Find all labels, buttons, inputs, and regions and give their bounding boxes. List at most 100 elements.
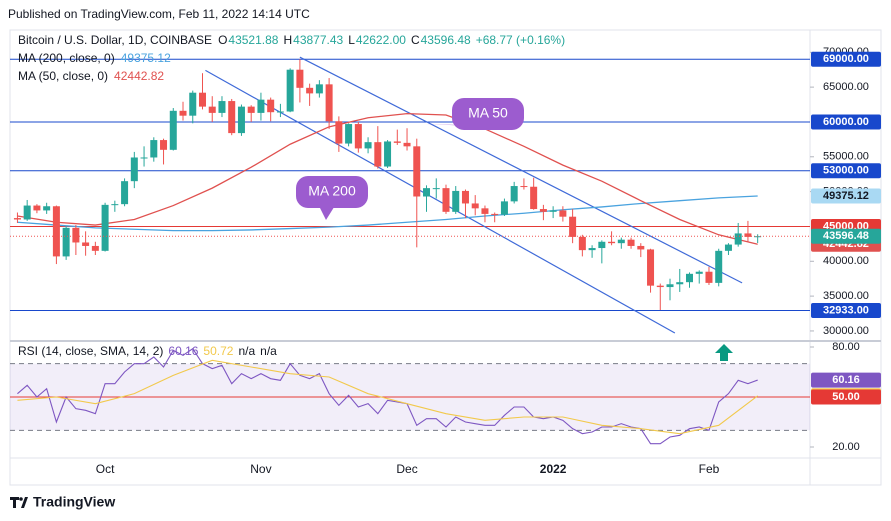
- candle-body: [666, 284, 674, 288]
- level-tag: 53000.00: [823, 165, 869, 177]
- y-tick-label: 35000.00: [823, 290, 869, 302]
- y-tick-label: 40000.00: [823, 255, 869, 267]
- x-tick-label: Oct: [96, 462, 115, 476]
- annotation-bubble: [452, 98, 524, 130]
- level-tag-bg: [811, 303, 881, 319]
- candle-body: [91, 245, 99, 251]
- candle-body: [33, 205, 41, 211]
- x-tick-label: Feb: [699, 462, 720, 476]
- moving-average: [17, 112, 758, 245]
- candle-body: [218, 101, 226, 113]
- candle-body: [257, 99, 265, 113]
- chart-frame: [9, 29, 882, 486]
- ohlc-value: 43596.48: [421, 33, 471, 47]
- rsi-tag-bg: [811, 372, 881, 388]
- ohlc-key: H: [283, 33, 292, 47]
- candle-body: [734, 233, 742, 245]
- candle-body: [160, 140, 168, 150]
- chart-title: Bitcoin / U.S. Dollar, 1D, COINBASE: [18, 33, 212, 47]
- trendline: [205, 69, 676, 334]
- rsi-note: n/a: [260, 344, 277, 358]
- candle-body: [647, 249, 655, 286]
- ohlc-key: C: [411, 33, 420, 47]
- candle-body: [276, 111, 284, 113]
- x-tick-label: Dec: [396, 462, 417, 476]
- candle-body: [121, 181, 129, 205]
- candle-body: [715, 250, 723, 283]
- candle-body: [637, 245, 645, 250]
- candle-body: [140, 157, 148, 159]
- candle-body: [335, 121, 343, 144]
- ohlc-key: O: [218, 33, 227, 47]
- candle-body: [247, 106, 255, 113]
- candle-body: [325, 84, 333, 122]
- ohlc-value: 42622.00: [356, 33, 406, 47]
- candle-body: [43, 206, 51, 211]
- candle-body: [530, 186, 538, 210]
- candle-body: [23, 205, 31, 220]
- level-tag: 60000.00: [823, 116, 869, 128]
- candle-body: [62, 227, 70, 257]
- level-tag: 32933.00: [823, 304, 869, 316]
- candle-body: [705, 271, 713, 283]
- candle-body: [237, 106, 245, 134]
- trendline: [299, 56, 743, 284]
- candle-body: [384, 141, 392, 167]
- last-price-tag-bg: [811, 228, 881, 244]
- candle-body: [189, 92, 197, 116]
- candle-body: [432, 188, 440, 190]
- y-tick-label: 20.00: [832, 441, 860, 453]
- x-tick-label: Nov: [250, 462, 271, 476]
- ohlc-key: L: [348, 33, 355, 47]
- candle-body: [744, 233, 752, 237]
- candle-body: [374, 142, 382, 167]
- candle-body: [608, 241, 616, 244]
- candle-body: [500, 201, 508, 215]
- candle-body: [315, 84, 323, 94]
- y-tick-label: 55000.00: [823, 151, 869, 163]
- y-tick-label: 30000.00: [823, 325, 869, 337]
- price-change: +68.77 (+0.16%): [476, 33, 565, 47]
- candle-body: [539, 209, 547, 212]
- candle-body: [520, 186, 528, 188]
- candle-body: [491, 213, 499, 215]
- level-tag-bg: [811, 163, 881, 179]
- x-tick-label: 2022: [540, 462, 567, 476]
- last-price-tag: 43596.48: [823, 230, 869, 242]
- candle-body: [130, 157, 138, 182]
- candle-body: [627, 239, 635, 246]
- candle-body: [179, 110, 187, 116]
- candle-body: [306, 87, 314, 94]
- candle-body: [82, 242, 90, 246]
- ohlc-value: 43521.88: [228, 33, 278, 47]
- candle-body: [588, 248, 596, 251]
- rsi-line: [17, 347, 758, 445]
- candle-body: [549, 210, 557, 212]
- legend-value: 42442.82: [114, 69, 164, 83]
- annotation-bubble: [296, 176, 368, 208]
- candle-body: [345, 124, 353, 144]
- candle-body: [471, 203, 479, 209]
- level-tag-bg: [811, 114, 881, 130]
- candle-body: [52, 206, 60, 257]
- candle-body: [442, 188, 450, 212]
- legend-value: 49375.12: [121, 51, 171, 65]
- candle-body: [578, 236, 586, 251]
- candle-body: [676, 282, 684, 285]
- brand-logo: [10, 497, 28, 508]
- candle-body: [228, 101, 236, 134]
- candle-body: [286, 69, 294, 112]
- candle-body: [481, 208, 489, 214]
- legend-name: MA (200, close, 0): [18, 51, 115, 65]
- candle-body: [393, 141, 401, 143]
- level-tag-bg: [811, 51, 881, 67]
- candle-body: [569, 216, 577, 237]
- candle-body: [461, 190, 469, 204]
- candle-body: [208, 106, 216, 113]
- rsi-level-tag-bg: [811, 389, 881, 405]
- candle-body: [559, 210, 567, 217]
- legend-name: MA (50, close, 0): [18, 69, 108, 83]
- candle-body: [354, 124, 362, 149]
- level-tag: 69000.00: [823, 53, 869, 65]
